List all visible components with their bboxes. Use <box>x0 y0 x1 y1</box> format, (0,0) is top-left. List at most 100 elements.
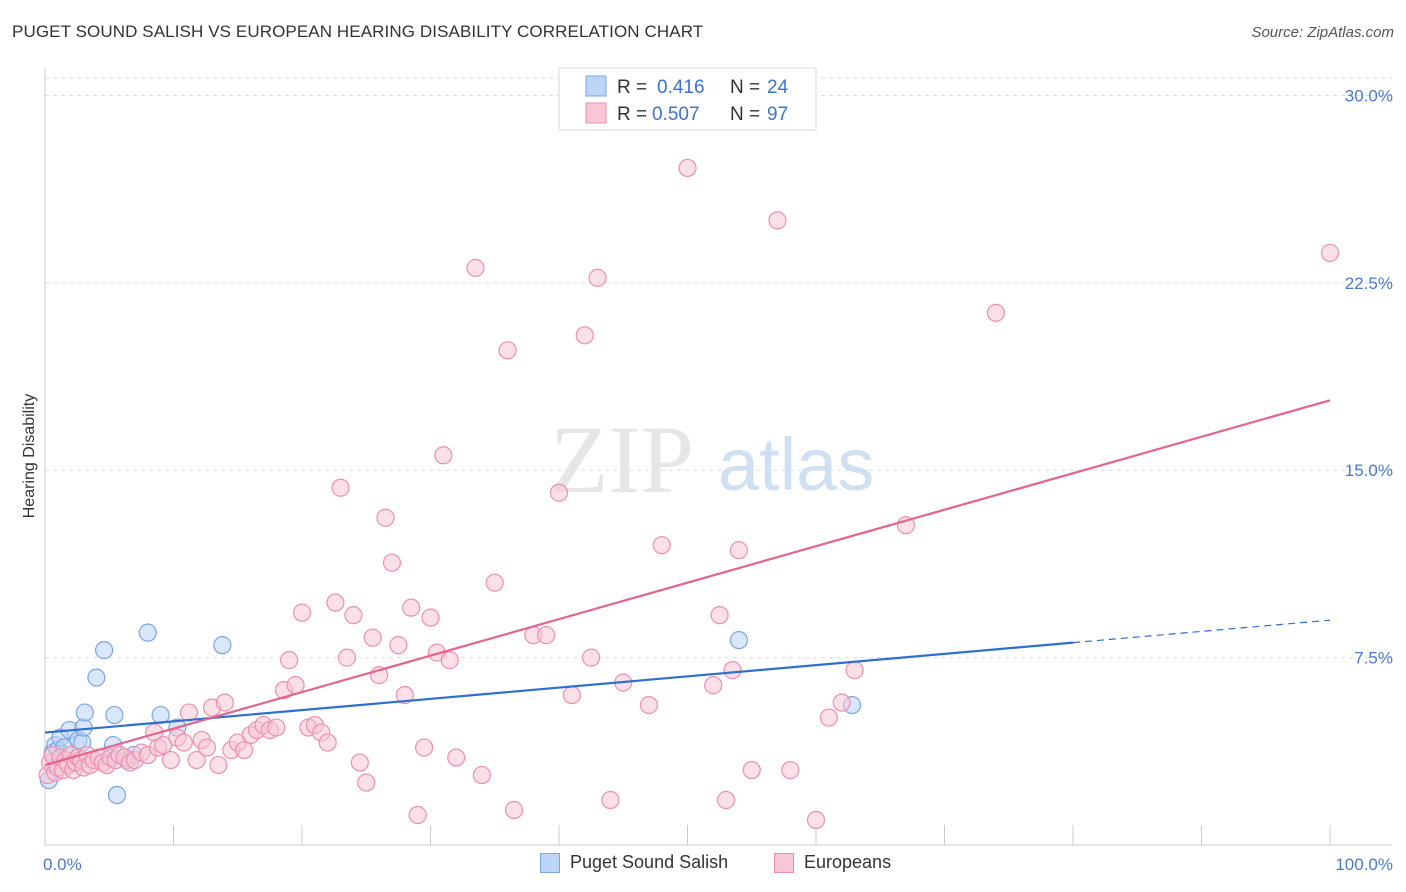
point-europeans <box>729 541 749 560</box>
legend-label-europeans: Europeans <box>804 852 892 872</box>
point-europeans <box>414 738 434 757</box>
point-europeans <box>363 628 382 647</box>
chart-source: Source: ZipAtlas.com <box>1251 24 1394 41</box>
y-tick-label: 15.0% <box>1345 461 1393 480</box>
point-europeans <box>280 651 299 670</box>
point-puget-sound-salish <box>95 641 114 660</box>
legend-bottom: Puget Sound Salish Europeans <box>0 852 1406 878</box>
point-europeans <box>179 703 199 722</box>
legend-n-label-pink: N = <box>730 104 760 125</box>
point-europeans <box>331 478 350 497</box>
point-puget-sound-salish <box>151 705 170 725</box>
legend-item-europeans: Europeans <box>774 852 891 873</box>
point-europeans <box>710 606 729 625</box>
point-europeans <box>806 810 826 830</box>
point-europeans <box>1320 243 1340 262</box>
point-puget-sound-salish <box>105 705 124 725</box>
point-europeans <box>845 661 864 680</box>
legend-swatch-europeans <box>774 852 794 873</box>
point-europeans <box>652 536 671 555</box>
point-europeans <box>601 790 620 810</box>
point-europeans <box>209 755 228 775</box>
point-europeans <box>402 598 421 617</box>
point-europeans <box>440 651 459 670</box>
point-europeans <box>326 593 345 612</box>
point-europeans <box>161 750 181 770</box>
point-europeans <box>819 708 838 727</box>
point-europeans <box>466 258 485 277</box>
trendline-puget-sound-salish <box>44 641 1074 734</box>
y-tick-label: 7.5% <box>1354 649 1393 668</box>
legend-item-puget-sound-salish: Puget Sound Salish <box>540 852 728 873</box>
point-europeans <box>174 733 193 752</box>
point-europeans <box>235 740 254 760</box>
point-europeans <box>337 648 357 667</box>
y-tick-label: 22.5% <box>1345 274 1393 293</box>
point-puget-sound-salish <box>213 636 232 655</box>
point-europeans <box>472 765 491 785</box>
point-europeans <box>575 326 594 345</box>
legend-n-label-blue: N = <box>730 77 760 98</box>
point-europeans <box>395 685 414 705</box>
trendline-europeans <box>44 399 1331 767</box>
point-europeans <box>504 800 524 820</box>
point-europeans <box>537 626 556 645</box>
point-europeans <box>498 341 517 360</box>
point-europeans <box>421 608 440 627</box>
x-tick-label: 0.0% <box>43 855 82 874</box>
watermark: ZIP atlas <box>550 406 874 513</box>
point-europeans <box>408 805 427 825</box>
legend-swatch-puget-sound-salish <box>540 852 560 873</box>
points-layer <box>38 158 1340 830</box>
legend-swatch-blue <box>585 75 607 97</box>
watermark-atlas: atlas <box>718 423 874 506</box>
trendline-puget-sound-salish-extension <box>1072 619 1331 644</box>
point-puget-sound-salish <box>107 785 127 805</box>
point-europeans <box>350 753 369 772</box>
point-europeans <box>154 735 173 755</box>
point-puget-sound-salish <box>138 623 157 642</box>
point-europeans <box>434 446 453 465</box>
legend-top: R = 0.416 N = 24 R = 0.507 N = 97 <box>558 67 817 131</box>
y-tick-label: 30.0% <box>1345 86 1393 105</box>
legend-n-value-pink: 97 <box>767 104 788 125</box>
point-europeans <box>549 483 569 502</box>
point-europeans <box>832 693 851 712</box>
point-europeans <box>382 553 402 572</box>
point-europeans <box>447 748 466 767</box>
point-europeans <box>678 158 697 178</box>
point-europeans <box>318 733 337 752</box>
axis-layer: 7.5% 15.0% 22.5% 30.0% 0.0% 100.0% <box>43 68 1393 874</box>
point-europeans <box>582 648 601 667</box>
point-europeans <box>357 773 376 792</box>
point-europeans <box>742 760 761 780</box>
point-europeans <box>286 676 305 695</box>
point-europeans <box>768 211 787 230</box>
point-europeans <box>187 750 206 770</box>
legend-r-value-blue: 0.416 <box>657 77 705 98</box>
legend-swatch-pink <box>585 102 607 124</box>
legend-r-label-pink: R = <box>617 104 647 125</box>
point-europeans <box>562 685 581 705</box>
point-europeans <box>485 573 504 592</box>
legend-n-value-blue: 24 <box>767 77 789 98</box>
point-europeans <box>292 603 312 622</box>
point-puget-sound-salish <box>87 668 106 687</box>
point-europeans <box>588 268 607 287</box>
chart-title: PUGET SOUND SALISH VS EUROPEAN HEARING D… <box>12 22 704 41</box>
point-europeans <box>344 606 363 625</box>
point-europeans <box>376 508 395 527</box>
point-europeans <box>986 303 1006 322</box>
legend-r-value-pink: 0.507 <box>652 104 700 125</box>
legend-label-puget-sound-salish: Puget Sound Salish <box>570 852 729 872</box>
point-europeans <box>639 695 659 715</box>
point-europeans <box>723 661 742 680</box>
point-europeans <box>215 693 234 712</box>
point-europeans <box>781 760 800 780</box>
point-europeans <box>267 718 286 737</box>
x-tick-label: 100.0% <box>1335 855 1393 874</box>
point-europeans <box>704 676 723 695</box>
point-europeans <box>197 738 217 757</box>
point-puget-sound-salish <box>729 631 749 650</box>
